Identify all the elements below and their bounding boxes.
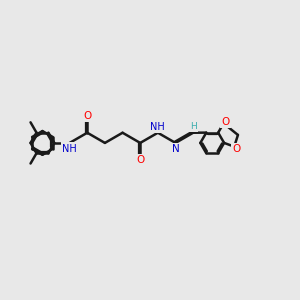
Text: NH: NH <box>62 144 77 154</box>
Text: O: O <box>136 155 144 165</box>
Text: O: O <box>83 111 92 121</box>
Text: N: N <box>172 144 179 154</box>
Text: H: H <box>190 122 196 131</box>
Text: O: O <box>232 144 241 154</box>
Text: NH: NH <box>151 122 165 131</box>
Text: O: O <box>221 117 230 127</box>
